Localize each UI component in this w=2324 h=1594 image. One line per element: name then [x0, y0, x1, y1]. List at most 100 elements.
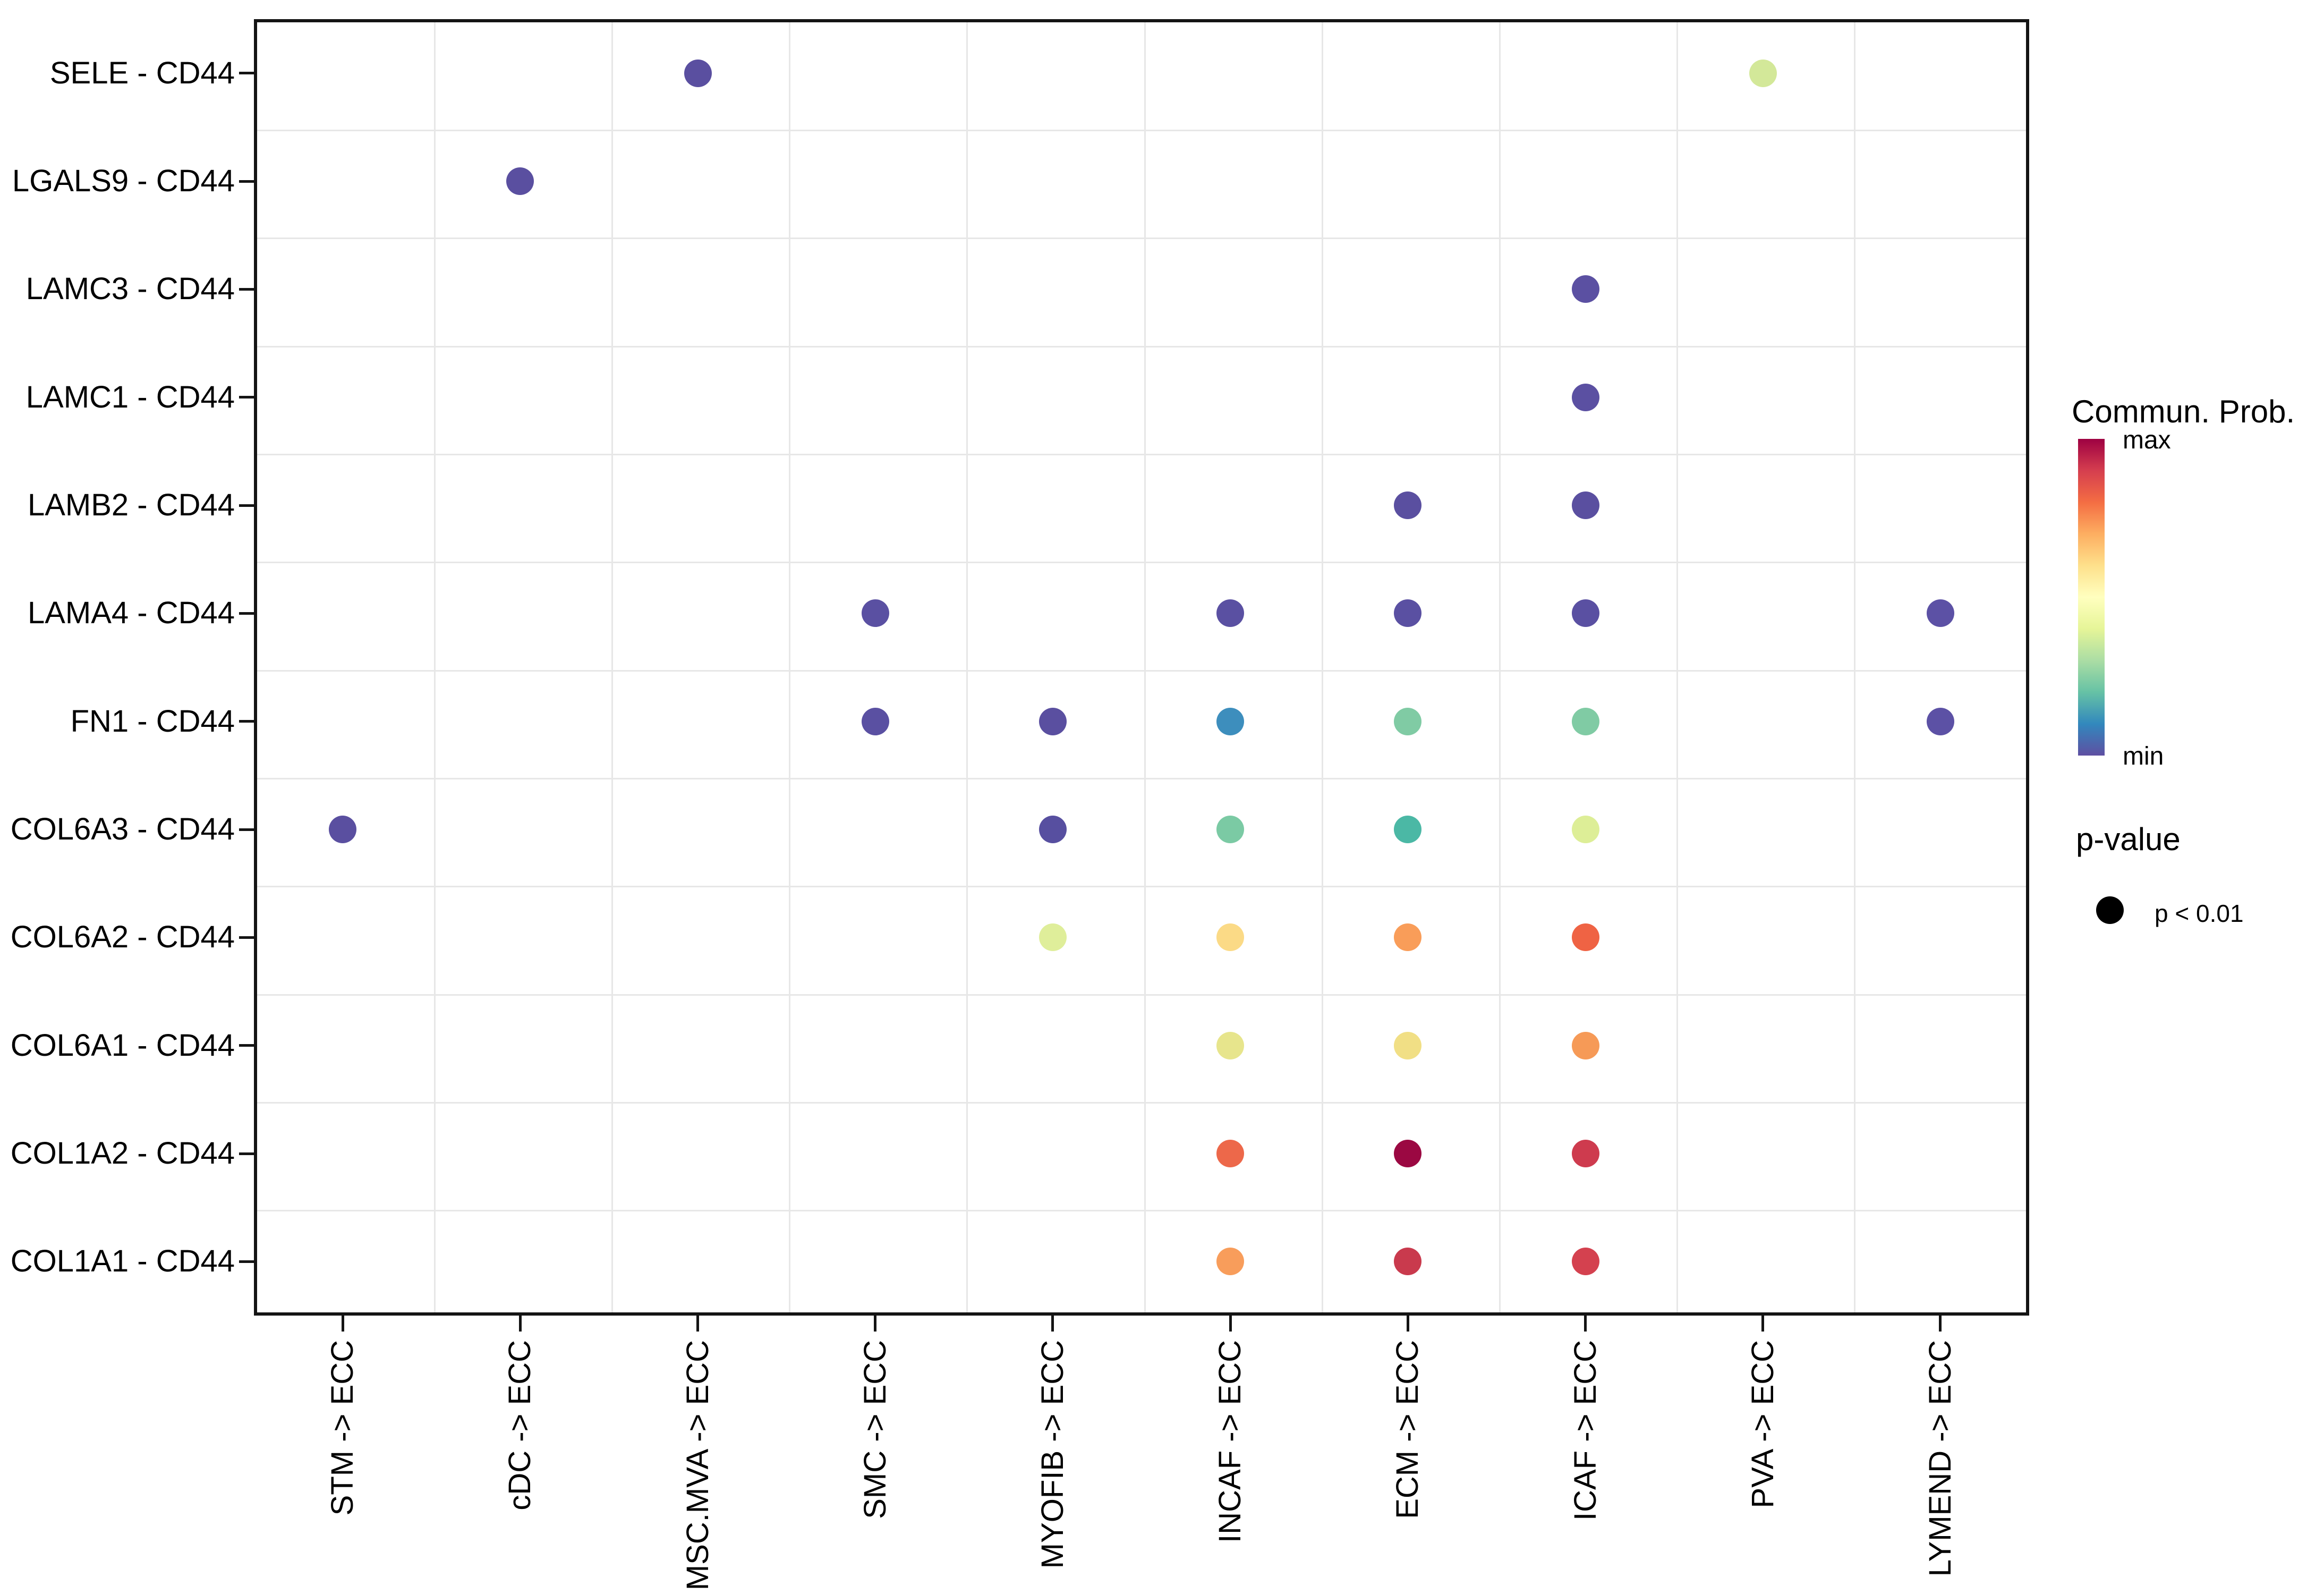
data-dot	[1394, 599, 1422, 628]
colorbar-max-label: max	[2123, 426, 2171, 454]
y-axis-label: COL6A2 - CD44	[10, 920, 235, 955]
grid-line-vertical	[1676, 22, 1679, 1312]
plot-panel	[254, 19, 2029, 1316]
y-axis-label: LAMC3 - CD44	[25, 272, 235, 307]
data-dot	[1571, 1031, 1599, 1059]
data-dot	[684, 59, 712, 87]
data-dot	[1216, 923, 1245, 952]
x-tick	[1939, 1316, 1942, 1332]
data-dot	[1216, 1031, 1245, 1059]
grid-line-horizontal	[257, 1210, 2026, 1212]
y-tick	[239, 287, 254, 291]
x-tick	[874, 1316, 877, 1332]
data-dot	[1394, 1140, 1422, 1167]
colorbar-gradient	[2078, 439, 2105, 756]
y-axis-label: COL1A1 - CD44	[10, 1244, 235, 1279]
y-axis-label: COL1A2 - CD44	[10, 1136, 235, 1171]
data-dot	[1394, 707, 1422, 735]
x-tick	[1406, 1316, 1409, 1332]
y-tick	[239, 936, 254, 939]
data-dot	[1394, 1031, 1422, 1059]
y-axis-label: LAMB2 - CD44	[27, 488, 235, 522]
x-axis-label: STM -> ECC	[325, 1340, 360, 1516]
data-dot	[506, 167, 534, 195]
x-axis-label: MSC.MVA -> ECC	[680, 1340, 715, 1591]
grid-line-horizontal	[257, 669, 2026, 672]
y-axis-label: LAMA4 - CD44	[27, 596, 235, 631]
y-tick	[239, 828, 254, 831]
data-dot	[861, 707, 889, 735]
x-axis-label: LYMEND -> ECC	[1922, 1340, 1957, 1577]
data-dot	[1571, 491, 1599, 519]
grid-line-horizontal	[257, 886, 2026, 888]
grid-line-horizontal	[257, 777, 2026, 779]
data-dot	[1926, 599, 1954, 628]
data-dot	[861, 599, 889, 628]
x-tick	[1051, 1316, 1054, 1332]
pvalue-item-label: p < 0.01	[2155, 900, 2244, 927]
x-tick	[341, 1316, 344, 1332]
x-axis-label: SMC -> ECC	[857, 1340, 892, 1519]
data-dot	[1038, 707, 1067, 735]
grid-line-vertical	[1321, 22, 1323, 1312]
pvalue-legend-title: p-value	[2076, 821, 2181, 857]
data-dot	[1571, 923, 1599, 952]
grid-line-horizontal	[257, 238, 2026, 240]
y-axis-label: COL6A1 - CD44	[10, 1028, 235, 1063]
y-axis-label: LGALS9 - CD44	[12, 164, 235, 198]
y-axis-label: FN1 - CD44	[70, 703, 235, 739]
grid-line-vertical	[1854, 22, 1856, 1312]
data-dot	[1571, 275, 1599, 303]
grid-line-vertical	[1144, 22, 1146, 1312]
colorbar-min-label: min	[2123, 742, 2164, 770]
x-axis-label: ICAF -> ECC	[1568, 1340, 1603, 1521]
data-dot	[1394, 1248, 1422, 1276]
data-dot	[1216, 599, 1245, 628]
x-axis-label: cDC -> ECC	[503, 1340, 538, 1511]
data-dot	[1038, 923, 1067, 952]
pvalue-dot-icon	[2096, 896, 2124, 924]
data-dot	[1394, 923, 1422, 952]
data-dot	[1926, 707, 1954, 735]
y-axis-label: LAMC1 - CD44	[25, 379, 235, 414]
data-dot	[1571, 599, 1599, 628]
data-dot	[1394, 491, 1422, 519]
grid-line-horizontal	[257, 453, 2026, 455]
y-tick	[239, 180, 254, 183]
data-dot	[1038, 816, 1067, 843]
x-tick	[1584, 1316, 1587, 1332]
x-tick	[696, 1316, 699, 1332]
x-tick	[518, 1316, 522, 1332]
x-tick	[1229, 1316, 1232, 1332]
grid-line-vertical	[611, 22, 613, 1312]
x-axis-label: MYOFIB -> ECC	[1035, 1340, 1070, 1569]
y-tick	[239, 1260, 254, 1263]
grid-line-horizontal	[257, 994, 2026, 996]
grid-line-vertical	[789, 22, 791, 1312]
grid-line-horizontal	[257, 129, 2026, 131]
grid-line-horizontal	[257, 562, 2026, 564]
legend: Commun. Prob. max min p-value p < 0.01	[2061, 372, 2324, 983]
data-dot	[1571, 707, 1599, 735]
y-tick	[239, 1152, 254, 1155]
y-tick	[239, 396, 254, 399]
data-dot	[1749, 59, 1777, 87]
x-axis-label: PVA -> ECC	[1745, 1340, 1780, 1508]
x-axis-label: INCAF -> ECC	[1213, 1340, 1248, 1543]
y-tick	[239, 612, 254, 615]
grid-line-horizontal	[257, 345, 2026, 347]
data-dot	[1571, 1248, 1599, 1276]
data-dot	[1216, 707, 1245, 735]
y-tick	[239, 72, 254, 75]
data-dot	[1571, 1140, 1599, 1167]
y-axis-label: COL6A3 - CD44	[10, 812, 235, 846]
y-tick	[239, 720, 254, 723]
y-tick	[239, 504, 254, 507]
data-dot	[1216, 1248, 1245, 1276]
grid-line-horizontal	[257, 1101, 2026, 1104]
data-dot	[1571, 816, 1599, 843]
grid-line-vertical	[966, 22, 968, 1312]
y-tick	[239, 1044, 254, 1047]
data-dot	[1571, 383, 1599, 411]
